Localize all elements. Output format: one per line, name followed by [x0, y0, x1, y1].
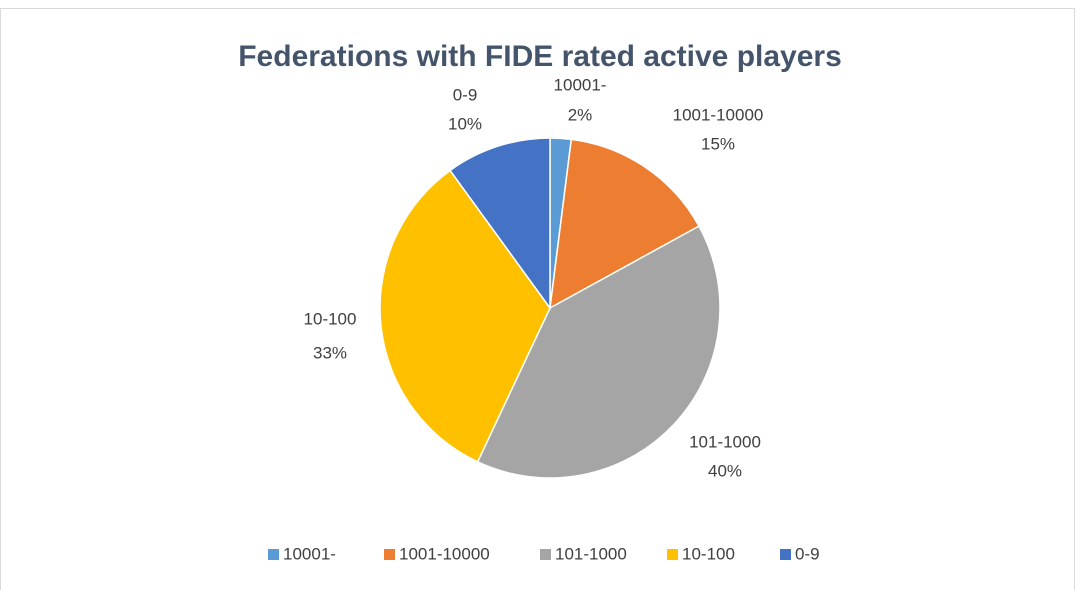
slice-category-label: 0-9: [453, 85, 478, 104]
legend-label: 1001-10000: [399, 544, 490, 563]
slice-category-label: 101-1000: [689, 432, 761, 451]
legend-swatch: [780, 549, 791, 560]
legend-swatch: [268, 549, 279, 560]
chart-title: Federations with FIDE rated active playe…: [238, 40, 842, 73]
legend-swatch: [667, 549, 678, 560]
pie-slice: [379, 169, 551, 463]
slice-value-label: 10%: [448, 114, 482, 133]
pie-slice: [476, 225, 721, 479]
legend-label: 0-9: [795, 544, 820, 563]
legend-label: 101-1000: [555, 544, 627, 563]
pie-slice: [549, 138, 700, 310]
legend-label: 10-100: [682, 544, 735, 563]
legend-swatch: [540, 549, 551, 560]
slice-value-label: 15%: [701, 134, 735, 153]
legend-label: 10001-: [283, 544, 336, 563]
legend-swatch: [384, 549, 395, 560]
slice-value-label: 40%: [708, 461, 742, 480]
slice-value-label: 33%: [313, 343, 347, 362]
pie-slice: [449, 137, 551, 311]
slice-category-label: 10001-: [554, 75, 607, 94]
slice-category-label: 1001-10000: [673, 105, 764, 124]
slice-category-label: 10-100: [304, 309, 357, 328]
slice-value-label: 2%: [568, 105, 593, 124]
